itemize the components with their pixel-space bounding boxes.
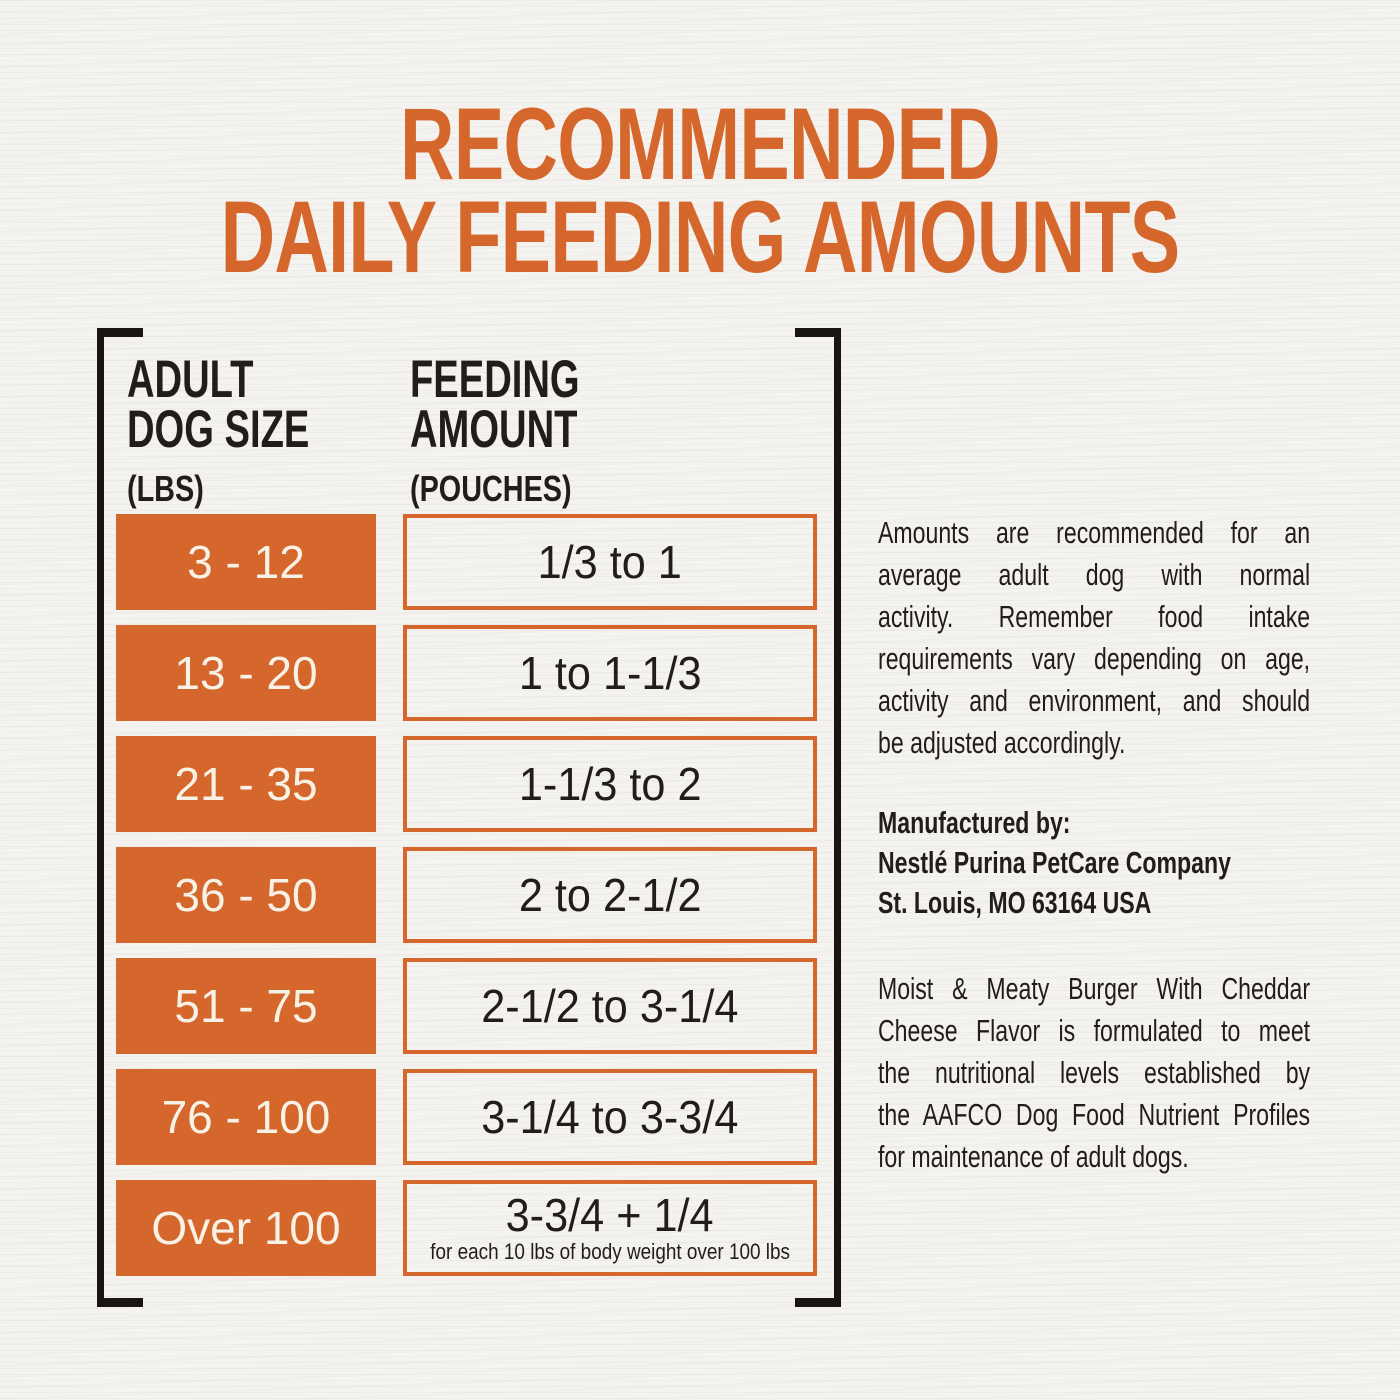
- table-row: Over 100 3-3/4 + 1/4 for each 10 lbs of …: [97, 1180, 841, 1276]
- paragraph-line: be adjusted accordingly.: [878, 725, 1126, 760]
- paragraph-line: average adult dog with normal: [878, 557, 1311, 592]
- paragraph-line: activity. Remember food intake: [878, 599, 1311, 634]
- dog-size-cell: 36 - 50: [116, 847, 376, 943]
- feeding-amount-value: 1/3 to 1: [537, 536, 683, 588]
- bracket-right-border: [795, 328, 841, 1307]
- title-line-2: DAILY FEEDING AMOUNTS: [220, 180, 1181, 294]
- table-row: 76 - 100 3-1/4 to 3-3/4: [97, 1069, 841, 1165]
- column-header-feeding-amount: FEEDING AMOUNT (POUCHES): [410, 350, 646, 510]
- table-row: 21 - 35 1-1/3 to 2: [97, 736, 841, 832]
- header-unit-pouches: (POUCHES): [410, 468, 572, 509]
- column-header-text: AMOUNT: [410, 400, 578, 459]
- paragraph-line: the nutritional levels established by: [878, 1055, 1311, 1090]
- feeding-amount-cell: 1 to 1-1/3: [403, 625, 817, 721]
- table-row: 13 - 20 1 to 1-1/3: [97, 625, 841, 721]
- feeding-note-paragraph: Amounts are recommended for an average a…: [878, 512, 1310, 764]
- manufacturer-address: St. Louis, MO 63164 USA: [878, 885, 1152, 920]
- header-unit-lbs: (LBS): [127, 468, 204, 509]
- manufacturer-info: Manufactured by: Nestlé Purina PetCare C…: [878, 803, 1310, 923]
- paragraph-line: the AAFCO Dog Food Nutrient Profiles: [878, 1097, 1311, 1132]
- feeding-amount-value: 1-1/3 to 2: [518, 758, 702, 810]
- feeding-amount-cell: 3-1/4 to 3-3/4: [403, 1069, 817, 1165]
- feeding-amount-note: for each 10 lbs of body weight over 100 …: [430, 1238, 790, 1264]
- table-row: 36 - 50 2 to 2-1/2: [97, 847, 841, 943]
- feeding-amount-value: 3-1/4 to 3-3/4: [481, 1091, 739, 1143]
- feeding-amount-cell: 2 to 2-1/2: [403, 847, 817, 943]
- table-rows: 3 - 12 1/3 to 1 13 - 20 1 to 1-1/3 21 - …: [97, 514, 841, 1291]
- column-header-dog-size: ADULT DOG SIZE (LBS): [127, 350, 380, 510]
- column-header-text: FEEDING: [410, 350, 580, 409]
- title-line-1: RECOMMENDED: [400, 87, 1001, 201]
- dog-size-cell: 3 - 12: [116, 514, 376, 610]
- manufacturer-label: Manufactured by:: [878, 805, 1071, 840]
- paragraph-line: requirements vary depending on age,: [878, 641, 1311, 676]
- page-title: RECOMMENDED DAILY FEEDING AMOUNTS: [0, 87, 1400, 294]
- table-row: 51 - 75 2-1/2 to 3-1/4: [97, 958, 841, 1054]
- feeding-amount-cell: 1/3 to 1: [403, 514, 817, 610]
- paragraph-line: for maintenance of adult dogs.: [878, 1139, 1189, 1174]
- paragraph-line: Cheese Flavor is formulated to meet: [878, 1013, 1311, 1048]
- dog-size-cell: 13 - 20: [116, 625, 376, 721]
- feeding-amount-value: 1 to 1-1/3: [518, 647, 702, 699]
- feeding-amount-value: 2-1/2 to 3-1/4: [481, 980, 739, 1032]
- dog-size-cell: 51 - 75: [116, 958, 376, 1054]
- feeding-table: ADULT DOG SIZE (LBS) FEEDING AMOUNT (POU…: [97, 328, 841, 1307]
- paragraph-line: Moist & Meaty Burger With Cheddar: [878, 971, 1311, 1006]
- dog-size-cell: 76 - 100: [116, 1069, 376, 1165]
- column-header-text: ADULT: [127, 350, 254, 409]
- feeding-amount-cell: 2-1/2 to 3-1/4: [403, 958, 817, 1054]
- paragraph-line: activity and environment, and should: [878, 683, 1311, 718]
- column-header-text: DOG SIZE: [127, 400, 310, 459]
- manufacturer-company: Nestlé Purina PetCare Company: [878, 845, 1231, 880]
- dog-size-cell: 21 - 35: [116, 736, 376, 832]
- info-panel: Amounts are recommended for an average a…: [878, 512, 1310, 1178]
- dog-size-cell: Over 100: [116, 1180, 376, 1276]
- feeding-amount-cell: 1-1/3 to 2: [403, 736, 817, 832]
- feeding-amount-cell: 3-3/4 + 1/4 for each 10 lbs of body weig…: [403, 1180, 817, 1276]
- table-row: 3 - 12 1/3 to 1: [97, 514, 841, 610]
- paragraph-line: Amounts are recommended for an: [878, 515, 1311, 550]
- aafco-statement: Moist & Meaty Burger With Cheddar Cheese…: [878, 968, 1310, 1178]
- bracket-left-border: [97, 328, 143, 1307]
- feeding-amount-value: 3-3/4 + 1/4: [506, 1188, 714, 1241]
- feeding-amount-value: 2 to 2-1/2: [518, 869, 702, 921]
